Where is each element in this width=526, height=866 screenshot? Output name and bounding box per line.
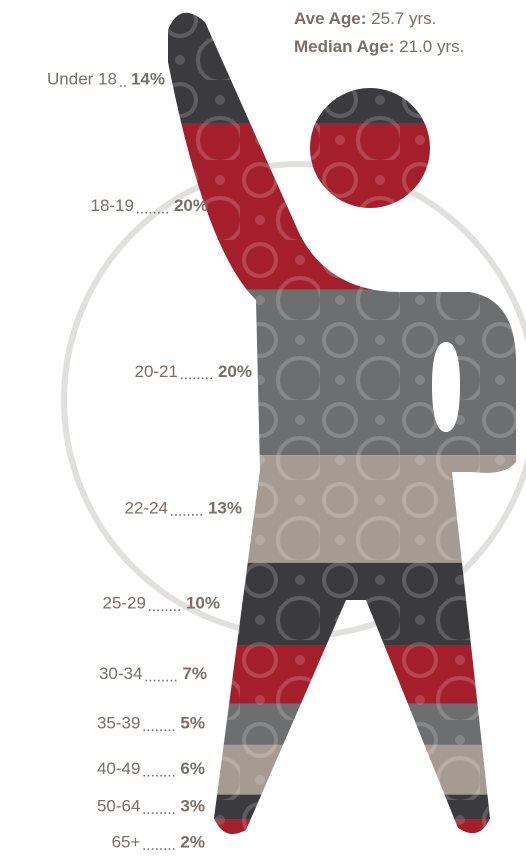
- band-pattern: [150, 704, 526, 745]
- band-pattern: [150, 290, 526, 456]
- percent-label: 7%: [182, 664, 207, 683]
- category-label: 40-49: [97, 759, 140, 778]
- category-label: Under 18: [47, 69, 117, 88]
- percent-label: 13%: [208, 498, 242, 517]
- stat: Ave Age: 25.7 yrs.: [294, 9, 436, 28]
- band-pattern: [150, 745, 526, 795]
- figure: [150, 8, 526, 836]
- percent-label: 6%: [180, 759, 205, 778]
- band-pattern: [150, 819, 526, 836]
- category-label: 20-21: [134, 362, 177, 381]
- percent-label: 20%: [174, 196, 208, 215]
- stat-label: Median Age:: [294, 37, 394, 56]
- category-label: 22-24: [124, 498, 167, 517]
- category-label: 25-29: [102, 594, 145, 613]
- category-label: 35-39: [97, 714, 140, 733]
- stat-value: 25.7 yrs.: [371, 9, 436, 28]
- category-label: 65+: [112, 833, 141, 852]
- band-pattern: [150, 795, 526, 820]
- percent-label: 10%: [186, 594, 220, 613]
- chart: Ave Age: 25.7 yrs. Median Age: 21.0 yrs.…: [0, 0, 526, 866]
- stat-value: 21.0 yrs.: [399, 37, 464, 56]
- percent-label: 3%: [180, 797, 205, 816]
- stat: Median Age: 21.0 yrs.: [294, 37, 464, 56]
- category-label: 18-19: [90, 196, 133, 215]
- percent-label: 2%: [180, 833, 205, 852]
- stat-label: Ave Age:: [294, 9, 366, 28]
- percent-label: 20%: [218, 362, 252, 381]
- band-pattern: [150, 455, 526, 563]
- percent-label: 5%: [180, 714, 205, 733]
- percent-label: 14%: [131, 69, 165, 88]
- category-label: 50-64: [97, 797, 140, 816]
- category-label: 30-34: [99, 664, 142, 683]
